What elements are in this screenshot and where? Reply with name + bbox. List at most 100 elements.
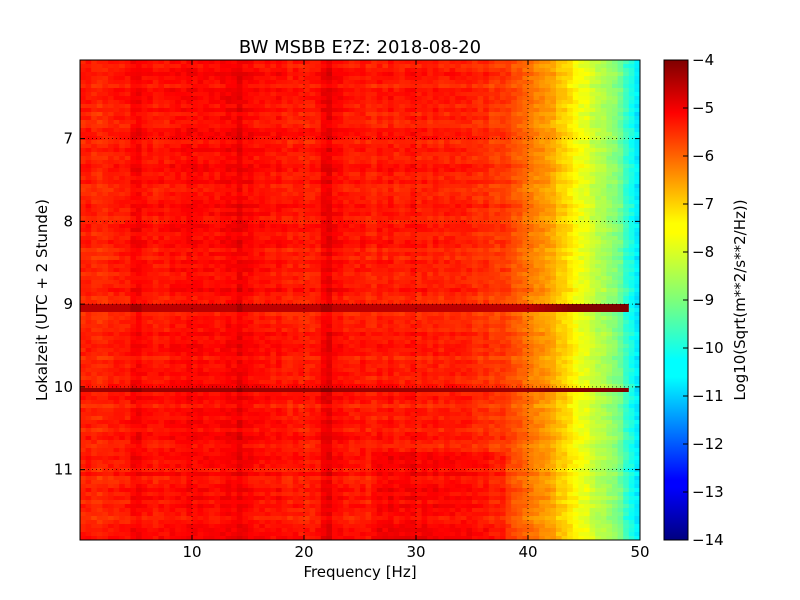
heatmap-cell bbox=[119, 72, 126, 77]
heatmap-cell bbox=[253, 224, 260, 229]
heatmap-cell bbox=[102, 240, 109, 245]
heatmap-cell bbox=[136, 132, 143, 137]
heatmap-cell bbox=[208, 144, 215, 149]
heatmap-cell bbox=[242, 140, 249, 145]
heatmap-cell bbox=[259, 208, 266, 213]
heatmap-cell bbox=[320, 92, 327, 97]
heatmap-cell bbox=[567, 248, 574, 253]
heatmap-cell bbox=[483, 196, 490, 201]
heatmap-cell bbox=[108, 104, 115, 109]
heatmap-cell bbox=[270, 80, 277, 85]
heatmap-cell bbox=[197, 200, 204, 205]
heatmap-cell bbox=[326, 108, 333, 113]
heatmap-cell bbox=[248, 160, 255, 165]
heatmap-cell bbox=[421, 172, 428, 177]
heatmap-cell bbox=[102, 92, 109, 97]
heatmap-cell bbox=[147, 204, 154, 209]
heatmap-cell bbox=[158, 88, 165, 93]
heatmap-cell bbox=[248, 80, 255, 85]
heatmap-cell bbox=[326, 156, 333, 161]
heatmap-cell bbox=[320, 212, 327, 217]
heatmap-cell bbox=[225, 176, 232, 181]
heatmap-cell bbox=[96, 184, 103, 189]
heatmap-cell bbox=[617, 188, 624, 193]
heatmap-cell bbox=[248, 76, 255, 81]
heatmap-cell bbox=[404, 148, 411, 153]
heatmap-cell bbox=[298, 192, 305, 197]
heatmap-cell bbox=[85, 176, 92, 181]
heatmap-cell bbox=[438, 244, 445, 249]
heatmap-cell bbox=[432, 144, 439, 149]
heatmap-cell bbox=[544, 224, 551, 229]
heatmap-cell bbox=[259, 204, 266, 209]
heatmap-cell bbox=[220, 144, 227, 149]
heatmap-cell bbox=[214, 208, 221, 213]
heatmap-cell bbox=[589, 76, 596, 81]
heatmap-cell bbox=[304, 208, 311, 213]
heatmap-cell bbox=[287, 128, 294, 133]
heatmap-cell bbox=[197, 240, 204, 245]
heatmap-cell bbox=[186, 124, 193, 129]
heatmap-cell bbox=[192, 64, 199, 69]
heatmap-cell bbox=[460, 112, 467, 117]
heatmap-cell bbox=[589, 248, 596, 253]
heatmap-cell bbox=[404, 184, 411, 189]
heatmap-cell bbox=[528, 80, 535, 85]
heatmap-cell bbox=[539, 108, 546, 113]
heatmap-cell bbox=[270, 96, 277, 101]
heatmap-cell bbox=[606, 248, 613, 253]
heatmap-cell bbox=[220, 248, 227, 253]
heatmap-cell bbox=[220, 204, 227, 209]
heatmap-cell bbox=[85, 188, 92, 193]
heatmap-cell bbox=[516, 88, 523, 93]
heatmap-cell bbox=[169, 104, 176, 109]
heatmap-cell bbox=[544, 96, 551, 101]
heatmap-cell bbox=[220, 132, 227, 137]
heatmap-cell bbox=[231, 156, 238, 161]
heatmap-cell bbox=[472, 140, 479, 145]
heatmap-cell bbox=[85, 60, 92, 65]
heatmap-cell bbox=[404, 140, 411, 145]
heatmap-cell bbox=[220, 176, 227, 181]
heatmap-cell bbox=[337, 68, 344, 73]
heatmap-cell bbox=[80, 152, 87, 157]
heatmap-cell bbox=[208, 176, 215, 181]
heatmap-cell bbox=[623, 140, 630, 145]
heatmap-cell bbox=[264, 96, 271, 101]
heatmap-cell bbox=[214, 188, 221, 193]
heatmap-cell bbox=[365, 72, 372, 77]
heatmap-cell bbox=[444, 160, 451, 165]
heatmap-cell bbox=[455, 120, 462, 125]
heatmap-cell bbox=[264, 228, 271, 233]
heatmap-cell bbox=[460, 160, 467, 165]
heatmap-cell bbox=[472, 184, 479, 189]
heatmap-cell bbox=[180, 176, 187, 181]
heatmap-cell bbox=[516, 68, 523, 73]
heatmap-cell bbox=[130, 208, 137, 213]
heatmap-cell bbox=[147, 224, 154, 229]
heatmap-cell bbox=[544, 204, 551, 209]
heatmap-cell bbox=[85, 108, 92, 113]
heatmap-cell bbox=[298, 160, 305, 165]
heatmap-cell bbox=[595, 84, 602, 89]
heatmap-cell bbox=[304, 72, 311, 77]
heatmap-cell bbox=[236, 96, 243, 101]
heatmap-cell bbox=[438, 128, 445, 133]
heatmap-cell bbox=[460, 108, 467, 113]
heatmap-cell bbox=[141, 80, 148, 85]
heatmap-cell bbox=[197, 224, 204, 229]
heatmap-cell bbox=[572, 188, 579, 193]
heatmap-cell bbox=[292, 176, 299, 181]
heatmap-cell bbox=[80, 172, 87, 177]
heatmap-cell bbox=[612, 132, 619, 137]
heatmap-cell bbox=[572, 80, 579, 85]
heatmap-cell bbox=[572, 140, 579, 145]
heatmap-cell bbox=[612, 92, 619, 97]
heatmap-cell bbox=[242, 60, 249, 65]
heatmap-cell bbox=[186, 112, 193, 117]
heatmap-cell bbox=[595, 92, 602, 97]
heatmap-cell bbox=[556, 172, 563, 177]
heatmap-cell bbox=[180, 244, 187, 249]
heatmap-cell bbox=[130, 256, 137, 261]
heatmap-cell bbox=[544, 104, 551, 109]
